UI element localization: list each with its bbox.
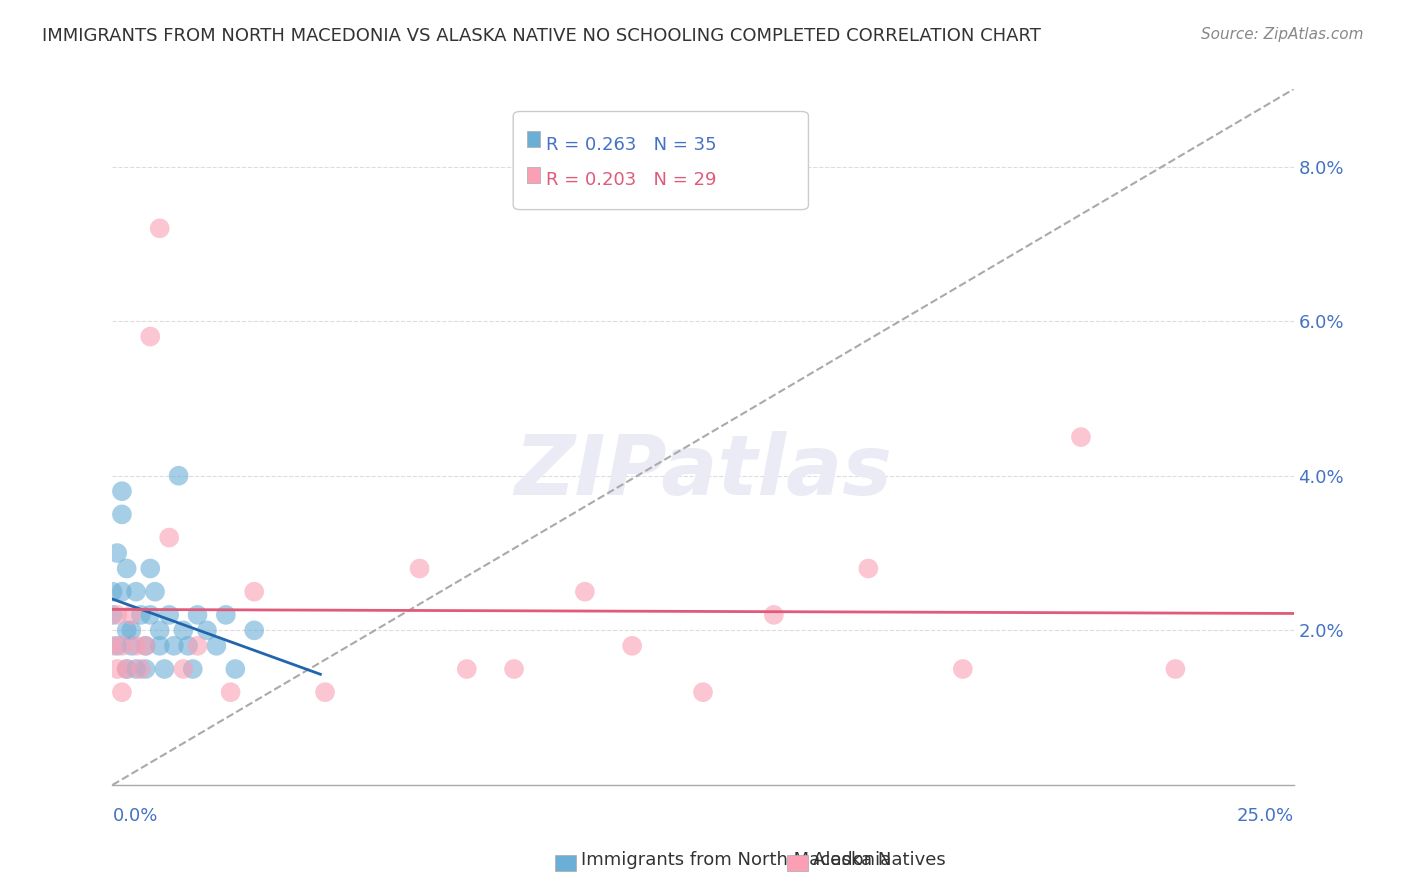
- Point: [149, 221, 172, 235]
- Point: [125, 639, 148, 653]
- Point: [1164, 662, 1187, 676]
- Text: 25.0%: 25.0%: [1236, 807, 1294, 825]
- Point: [115, 624, 138, 638]
- Point: [153, 662, 176, 676]
- Point: [105, 639, 128, 653]
- Point: [120, 639, 142, 653]
- Point: [243, 584, 266, 599]
- Point: [167, 468, 190, 483]
- Point: [157, 607, 180, 622]
- Point: [101, 584, 124, 599]
- Text: Source: ZipAtlas.com: Source: ZipAtlas.com: [1201, 27, 1364, 42]
- Point: [139, 329, 162, 343]
- Point: [111, 639, 134, 653]
- Point: [243, 624, 266, 638]
- Point: [692, 685, 714, 699]
- Point: [120, 607, 142, 622]
- Point: [101, 639, 124, 653]
- Point: [762, 607, 785, 622]
- Point: [314, 685, 336, 699]
- Point: [120, 624, 142, 638]
- Point: [408, 561, 430, 575]
- Point: [105, 546, 128, 560]
- Point: [172, 624, 194, 638]
- Point: [181, 662, 204, 676]
- Point: [129, 607, 152, 622]
- Point: [621, 639, 644, 653]
- Point: [115, 561, 138, 575]
- Point: [503, 662, 526, 676]
- Point: [219, 685, 242, 699]
- Point: [149, 624, 172, 638]
- Text: R = 0.263   N = 35: R = 0.263 N = 35: [546, 136, 716, 153]
- Point: [111, 508, 134, 522]
- Point: [111, 584, 134, 599]
- Point: [115, 662, 138, 676]
- Point: [105, 662, 128, 676]
- Point: [224, 662, 246, 676]
- Point: [1070, 430, 1092, 444]
- Point: [186, 607, 208, 622]
- Point: [186, 639, 208, 653]
- Point: [125, 584, 148, 599]
- Point: [205, 639, 228, 653]
- Point: [143, 584, 166, 599]
- Point: [195, 624, 218, 638]
- Text: IMMIGRANTS FROM NORTH MACEDONIA VS ALASKA NATIVE NO SCHOOLING COMPLETED CORRELAT: IMMIGRANTS FROM NORTH MACEDONIA VS ALASK…: [42, 27, 1040, 45]
- Text: R = 0.203   N = 29: R = 0.203 N = 29: [546, 171, 716, 189]
- Point: [952, 662, 974, 676]
- Point: [157, 531, 180, 545]
- Point: [574, 584, 596, 599]
- Point: [456, 662, 478, 676]
- Point: [101, 607, 124, 622]
- Text: Immigrants from North Macedonia: Immigrants from North Macedonia: [581, 851, 891, 869]
- Point: [149, 639, 172, 653]
- Point: [105, 607, 128, 622]
- Point: [172, 662, 194, 676]
- Point: [215, 607, 238, 622]
- Point: [111, 685, 134, 699]
- Point: [858, 561, 880, 575]
- Point: [163, 639, 186, 653]
- Point: [139, 561, 162, 575]
- Point: [135, 639, 157, 653]
- Point: [135, 662, 157, 676]
- Point: [139, 607, 162, 622]
- Text: Alaska Natives: Alaska Natives: [813, 851, 945, 869]
- Point: [111, 484, 134, 499]
- Point: [129, 662, 152, 676]
- Point: [135, 639, 157, 653]
- Text: ZIPatlas: ZIPatlas: [515, 432, 891, 512]
- Point: [115, 662, 138, 676]
- Point: [125, 662, 148, 676]
- Point: [177, 639, 200, 653]
- Text: 0.0%: 0.0%: [112, 807, 157, 825]
